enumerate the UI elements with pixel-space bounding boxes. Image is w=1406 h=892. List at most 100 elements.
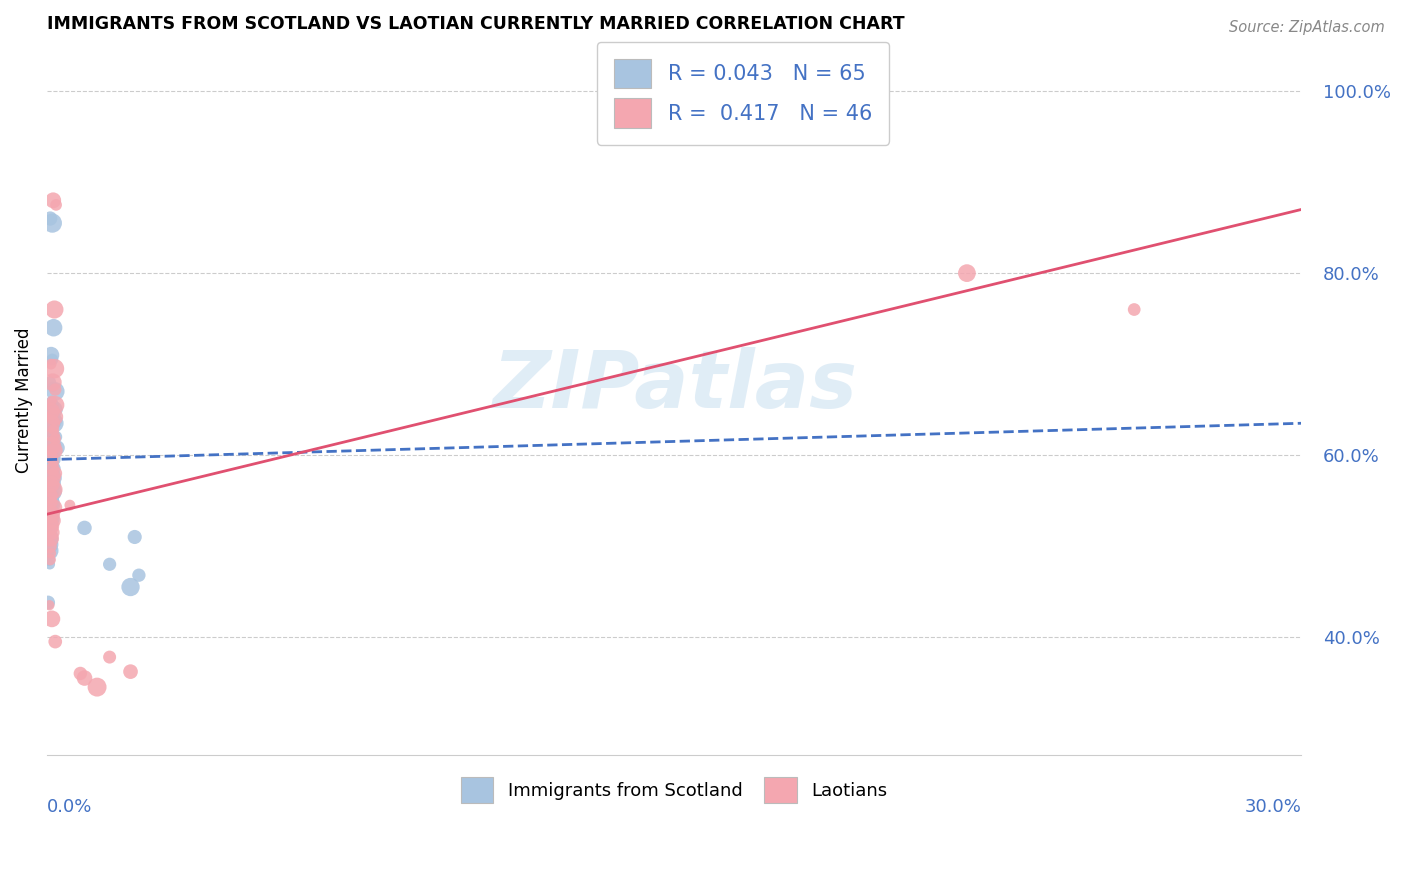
Point <box>42 402 65 417</box>
Point <box>38 537 60 551</box>
Point <box>38 539 60 553</box>
Text: 0.0%: 0.0% <box>46 798 93 816</box>
Point <box>41 484 63 499</box>
Point <box>38 530 60 544</box>
Point <box>44 443 66 458</box>
Point <box>73 671 96 685</box>
Point <box>42 498 65 512</box>
Point <box>39 425 62 440</box>
Point <box>41 468 63 483</box>
Point <box>41 413 63 427</box>
Point <box>39 546 62 560</box>
Point <box>956 266 979 280</box>
Point <box>39 508 62 522</box>
Point <box>41 352 63 367</box>
Point <box>39 519 62 533</box>
Point <box>39 512 62 526</box>
Point <box>41 439 63 453</box>
Point <box>41 393 63 408</box>
Point <box>39 211 62 226</box>
Point <box>38 457 60 471</box>
Point <box>120 665 142 679</box>
Point <box>38 516 60 531</box>
Point <box>37 534 59 549</box>
Point <box>42 483 65 497</box>
Point <box>39 376 62 390</box>
Point <box>39 411 62 425</box>
Point <box>39 348 62 362</box>
Text: ZIPatlas: ZIPatlas <box>492 347 856 425</box>
Point <box>42 455 65 469</box>
Point <box>41 525 63 540</box>
Point <box>39 437 62 451</box>
Point <box>39 450 62 464</box>
Point <box>38 523 60 537</box>
Point <box>69 666 91 681</box>
Point <box>42 428 65 442</box>
Point <box>37 548 59 562</box>
Point <box>44 432 66 446</box>
Point <box>42 194 65 208</box>
Point <box>120 580 142 594</box>
Point <box>39 417 62 431</box>
Point <box>39 398 62 412</box>
Point <box>45 198 67 212</box>
Point <box>44 634 66 648</box>
Point <box>45 430 67 444</box>
Point <box>39 553 62 567</box>
Point <box>38 599 60 613</box>
Point <box>42 439 65 453</box>
Point <box>42 514 65 528</box>
Point <box>44 398 66 412</box>
Point <box>38 543 60 558</box>
Point <box>42 423 65 437</box>
Point <box>98 558 121 572</box>
Point <box>38 525 60 540</box>
Point <box>44 361 66 376</box>
Y-axis label: Currently Married: Currently Married <box>15 327 32 474</box>
Point <box>39 495 62 509</box>
Point <box>98 650 121 665</box>
Point <box>44 417 66 431</box>
Point <box>44 302 66 317</box>
Point <box>39 448 62 462</box>
Point <box>39 404 62 418</box>
Point <box>44 384 66 399</box>
Text: 30.0%: 30.0% <box>1244 798 1302 816</box>
Text: IMMIGRANTS FROM SCOTLAND VS LAOTIAN CURRENTLY MARRIED CORRELATION CHART: IMMIGRANTS FROM SCOTLAND VS LAOTIAN CURR… <box>46 15 904 33</box>
Point <box>41 471 63 485</box>
Point <box>42 462 65 476</box>
Point <box>39 482 62 496</box>
Point <box>39 519 62 533</box>
Point <box>38 558 60 572</box>
Point <box>41 612 63 626</box>
Legend: Immigrants from Scotland, Laotians: Immigrants from Scotland, Laotians <box>454 770 894 810</box>
Point <box>42 500 65 515</box>
Point <box>39 489 62 503</box>
Point <box>128 568 150 582</box>
Point <box>37 595 59 609</box>
Point <box>42 320 65 334</box>
Point <box>42 376 65 390</box>
Point <box>39 477 62 491</box>
Point <box>41 504 63 518</box>
Point <box>41 216 63 230</box>
Point <box>39 489 62 503</box>
Point <box>46 441 69 455</box>
Point <box>42 477 65 491</box>
Point <box>38 508 60 522</box>
Point <box>38 532 60 546</box>
Point <box>42 462 65 476</box>
Point <box>59 498 82 512</box>
Point <box>39 532 62 546</box>
Text: Source: ZipAtlas.com: Source: ZipAtlas.com <box>1229 20 1385 35</box>
Point <box>41 450 63 464</box>
Point <box>42 380 65 394</box>
Point <box>38 553 60 567</box>
Point <box>39 475 62 490</box>
Point <box>39 357 62 371</box>
Point <box>38 474 60 488</box>
Point <box>37 541 59 555</box>
Point <box>41 491 63 506</box>
Point <box>44 452 66 467</box>
